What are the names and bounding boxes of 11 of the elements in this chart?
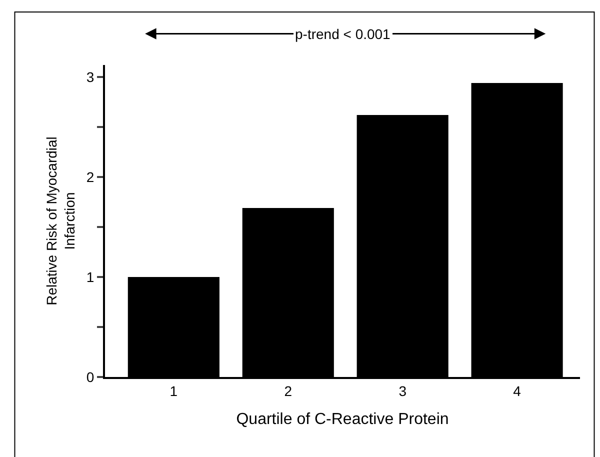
x-axis-title: Quartile of C-Reactive Protein <box>236 411 449 428</box>
x-tick-label: 1 <box>170 382 178 399</box>
x-tick-label: 4 <box>513 382 522 399</box>
y-axis-title: Relative Risk of Myocardial Infarction <box>43 136 78 306</box>
x-tick-label: 2 <box>284 382 292 399</box>
y-tick-label: 3 <box>86 68 94 85</box>
y-tick-label: 0 <box>86 368 94 385</box>
y-tick-label: 2 <box>86 168 94 185</box>
y-tick-label: 1 <box>86 268 94 285</box>
x-tick-label: 3 <box>398 382 407 399</box>
text: p-trend < 0.001 <box>295 26 391 42</box>
